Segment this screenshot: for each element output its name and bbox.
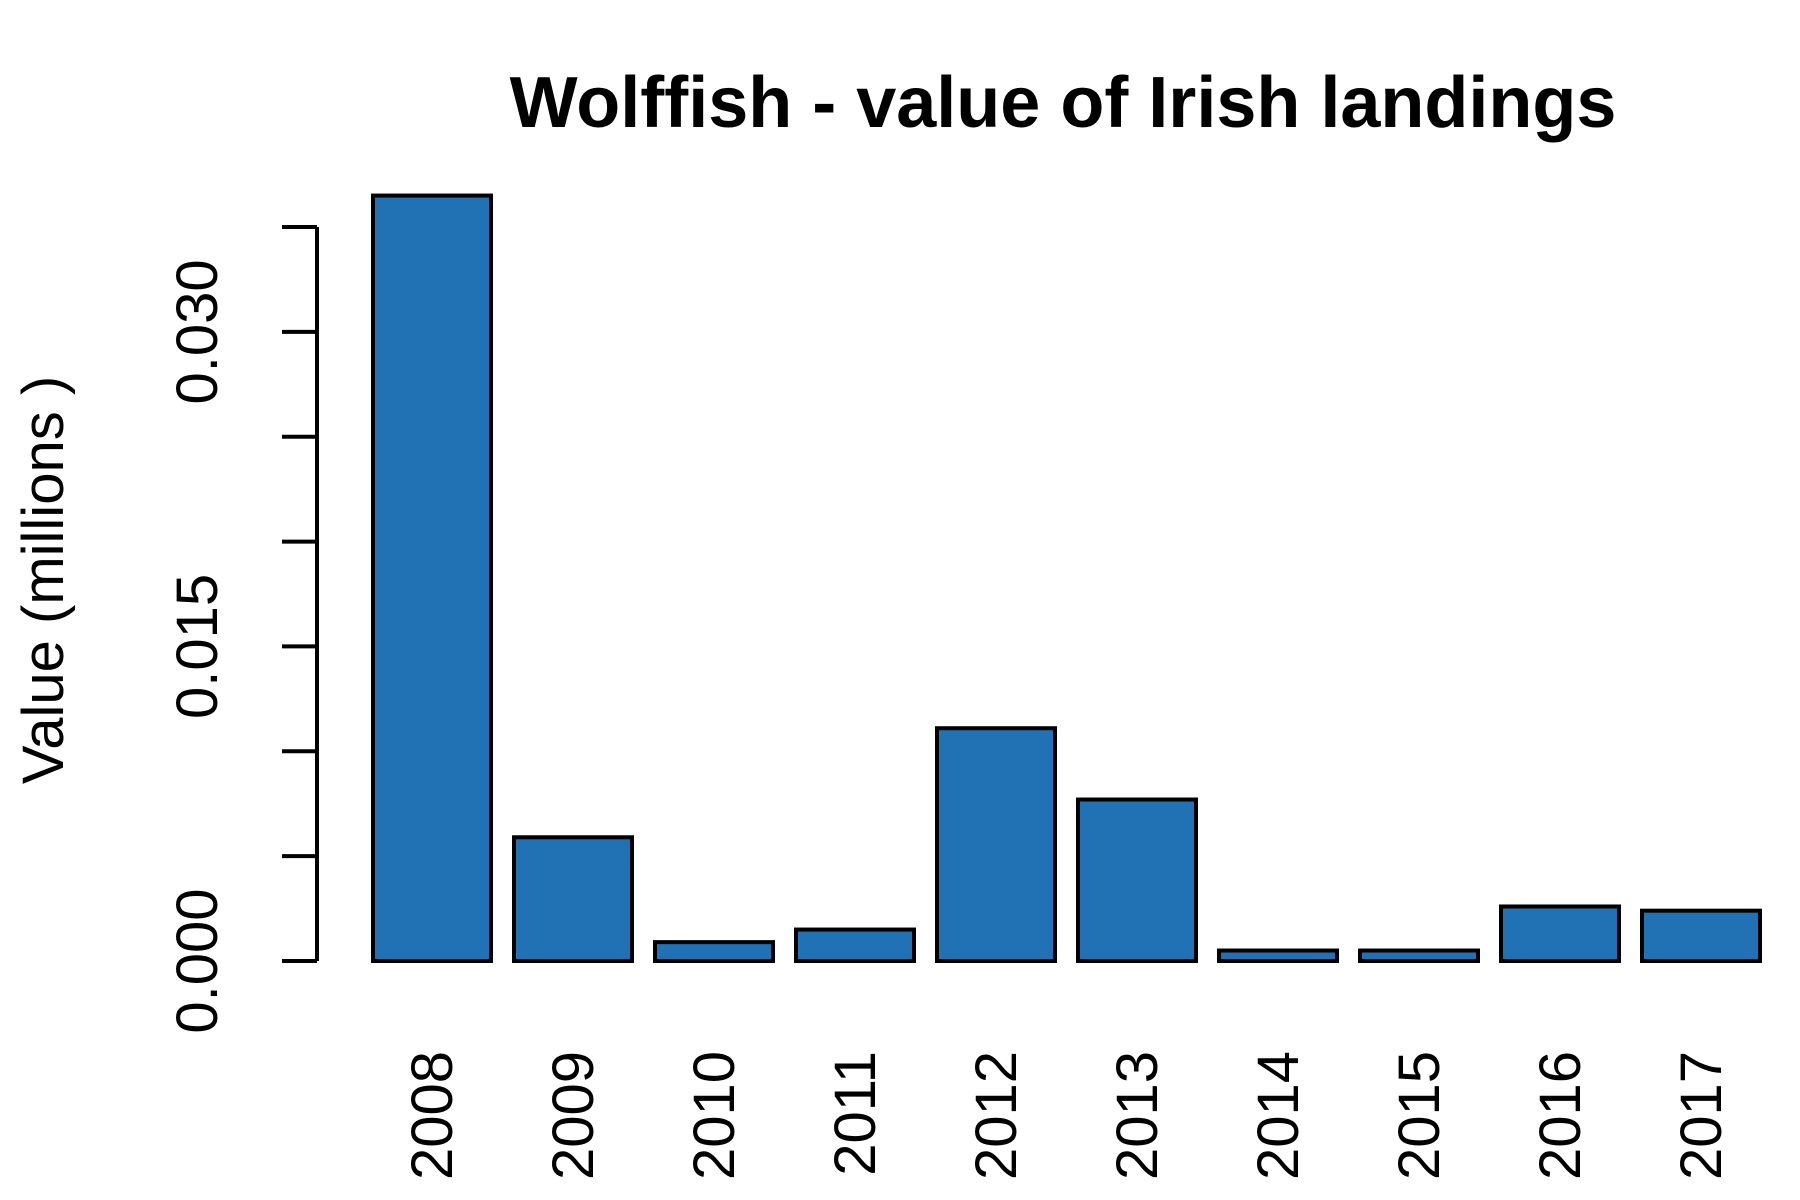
bar-2015: [1358, 948, 1480, 964]
bar-2012: [935, 726, 1057, 964]
x-tick-label: 2012: [964, 1051, 1029, 1180]
bar-2014: [1217, 948, 1339, 964]
bar-2010: [653, 940, 775, 963]
y-axis-label: Value (millions ): [11, 376, 76, 784]
x-tick-label: 2017: [1669, 1051, 1734, 1180]
x-tick-label: 2009: [541, 1051, 606, 1180]
y-tick-label: 0.015: [165, 574, 230, 719]
x-axis-labels: 2008 2009 2010 2011 2012 2013 2014 2015 2016 2017: [400, 1051, 1734, 1180]
bar-2013: [1076, 797, 1198, 964]
bar-2011: [794, 927, 916, 964]
x-tick-label: 2013: [1105, 1051, 1170, 1180]
bar-2016: [1499, 904, 1621, 964]
x-tick-label: 2010: [682, 1051, 747, 1180]
y-tick-label: 0.030: [165, 259, 230, 404]
chart-title: Wolffish - value of Irish landings: [510, 63, 1617, 143]
x-tick-label: 2014: [1246, 1051, 1311, 1180]
x-tick-label: 2016: [1528, 1051, 1593, 1180]
bar-2008: [371, 193, 493, 964]
y-tick-label: 0.000: [165, 888, 230, 1033]
y-axis: 0.000 0.015 0.030: [165, 225, 319, 1034]
x-tick-label: 2015: [1387, 1051, 1452, 1180]
x-tick-label: 2011: [823, 1051, 888, 1176]
bars: [371, 193, 1762, 964]
bar-2009: [512, 835, 634, 964]
bar-2017: [1640, 908, 1762, 964]
x-tick-label: 2008: [400, 1051, 465, 1180]
